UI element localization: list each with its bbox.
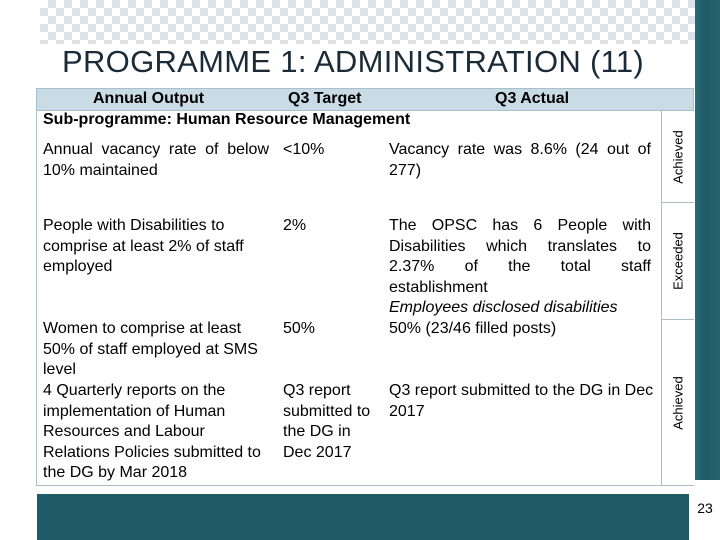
table-header-row: Annual Output Q3 Target Q3 Actual [37, 89, 693, 111]
header-q3-target: Q3 Target [288, 90, 362, 107]
row-3-actual: 50% (23/46 filled posts) [389, 320, 557, 337]
row-2-output: People with Disabilities to comprise at … [43, 217, 244, 275]
row-1-target: <10% [283, 141, 325, 158]
row-4-output: 4 Quarterly reports on the implementatio… [43, 382, 261, 481]
results-table: Annual Output Q3 Target Q3 Actual Sub-pr… [36, 88, 694, 486]
row-2-actual: The OPSC has 6 People with Disabilities … [389, 217, 651, 296]
row-1-actual: Vacancy rate was 8.6% (24 out of 277) [389, 141, 651, 179]
status-label: Achieved [670, 375, 686, 430]
decorative-checker-pattern [40, 0, 720, 44]
row-1-output: Annual vacancy rate of below 10% maintai… [43, 141, 269, 179]
row-4-actual: Q3 report submitted to the DG in Dec 201… [389, 382, 654, 420]
status-label: Exceeded [670, 232, 686, 290]
row-2-target: 2% [283, 217, 307, 234]
row-3-target: 50% [283, 320, 316, 337]
header-annual-output: Annual Output [93, 90, 205, 107]
decorative-side-bar [695, 0, 720, 480]
subprogramme-label: Sub-programme: Human Resource Management [43, 111, 411, 128]
status-cell-2: Exceeded [661, 203, 694, 320]
row-4-target: Q3 report submitted to the DG in Dec 201… [283, 382, 371, 461]
page-title: PROGRAMME 1: ADMINISTRATION (11) [62, 44, 645, 79]
status-cell-1: Achieved [661, 111, 694, 203]
status-label: Achieved [670, 129, 686, 184]
row-3-output: Women to comprise at least 50% of staff … [43, 320, 258, 378]
page-number: 23 [697, 500, 713, 516]
status-cell-3: Achieved [661, 320, 694, 485]
row-2-actual-note: Employees disclosed disabilities [389, 299, 618, 316]
header-q3-actual: Q3 Actual [495, 90, 570, 107]
footer-bar [37, 494, 689, 540]
